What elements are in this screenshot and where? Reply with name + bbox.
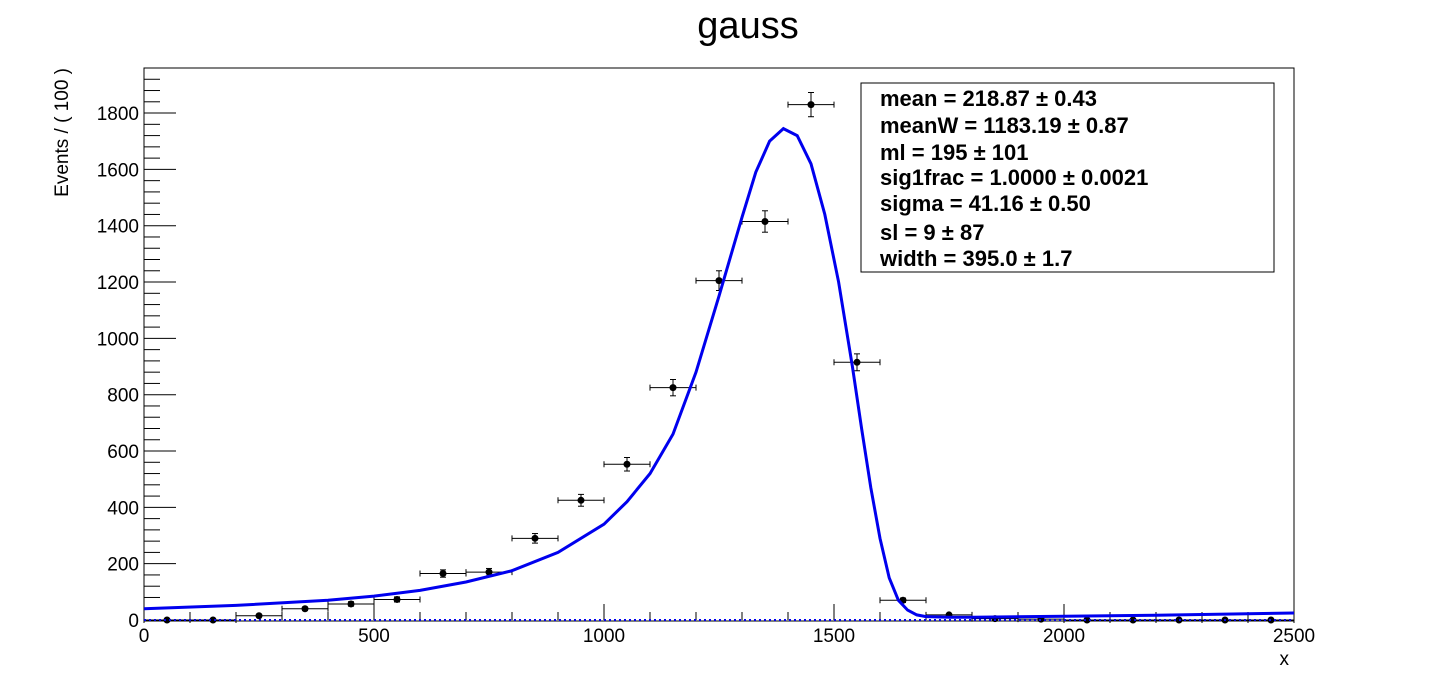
data-marker (163, 616, 171, 624)
data-marker (577, 496, 585, 504)
data-marker (623, 460, 631, 468)
data-marker (255, 612, 263, 620)
y-tick-label: 1800 (97, 104, 139, 125)
data-point (741, 210, 789, 233)
data-marker (715, 277, 723, 285)
data-point (419, 569, 467, 578)
stat-ml: ml = 195 ± 101 (880, 140, 1028, 165)
data-point (833, 353, 881, 372)
stat-width: width = 395.0 ± 1.7 (879, 246, 1072, 271)
x-axis-label: x (1280, 649, 1290, 670)
data-point (649, 378, 697, 397)
x-tick-label: 500 (358, 626, 390, 647)
x-tick-labels: 0 500 1000 1500 2000 2500 (139, 626, 1315, 647)
x-tick-label: 0 (139, 626, 150, 647)
y-axis-label: Events / ( 100 ) (52, 68, 73, 197)
fit-curve (143, 126, 1295, 619)
data-point (143, 616, 191, 624)
stat-sl: sl = 9 ± 87 (880, 220, 984, 245)
data-marker (1083, 616, 1091, 624)
data-point (787, 92, 835, 118)
data-marker (485, 568, 493, 576)
y-tick-label: 1000 (97, 329, 139, 350)
data-points (143, 92, 1295, 624)
data-marker (209, 616, 217, 624)
stat-sigma: sigma = 41.16 ± 0.50 (880, 191, 1091, 216)
data-marker (807, 101, 815, 109)
y-tick-label: 800 (107, 386, 139, 407)
data-point (603, 456, 651, 472)
y-tick-label: 400 (107, 498, 139, 519)
data-marker (301, 605, 309, 613)
stats-box-frame (860, 82, 1275, 273)
data-point (557, 493, 605, 507)
data-marker (393, 595, 401, 603)
data-point (373, 595, 421, 603)
x-tick-label: 2000 (1043, 626, 1085, 647)
stats-box: mean = 218.87 ± 0.43 meanW = 1183.19 ± 0… (860, 82, 1275, 273)
data-point (511, 533, 559, 544)
chart-title: gauss (697, 5, 798, 47)
x-tick-label: 2500 (1273, 626, 1315, 647)
data-marker (439, 570, 447, 578)
y-tick-label: 200 (107, 555, 139, 576)
stat-sig1frac: sig1frac = 1.0000 ± 0.0021 (880, 165, 1148, 190)
y-tick-label: 1600 (97, 160, 139, 181)
stat-meanW: meanW = 1183.19 ± 0.87 (880, 113, 1129, 138)
y-tick-label: 0 (128, 611, 139, 632)
data-point (235, 612, 283, 620)
data-marker (347, 600, 355, 608)
data-marker (669, 384, 677, 392)
data-point (879, 596, 927, 604)
x-tick-label: 1500 (813, 626, 855, 647)
y-tick-labels: 0 200 400 600 800 1000 1200 1400 1600 1800 (97, 104, 139, 632)
data-marker (1129, 616, 1137, 624)
data-point (281, 605, 329, 613)
y-tick-label: 600 (107, 442, 139, 463)
data-marker (531, 534, 539, 542)
y-tick-label: 1400 (97, 217, 139, 238)
stat-mean: mean = 218.87 ± 0.43 (880, 86, 1097, 111)
data-point (327, 600, 375, 608)
data-marker (761, 217, 769, 225)
data-marker (853, 358, 861, 366)
x-tick-label: 1000 (583, 626, 625, 647)
y-tick-label: 1200 (97, 273, 139, 294)
data-point (695, 270, 743, 291)
